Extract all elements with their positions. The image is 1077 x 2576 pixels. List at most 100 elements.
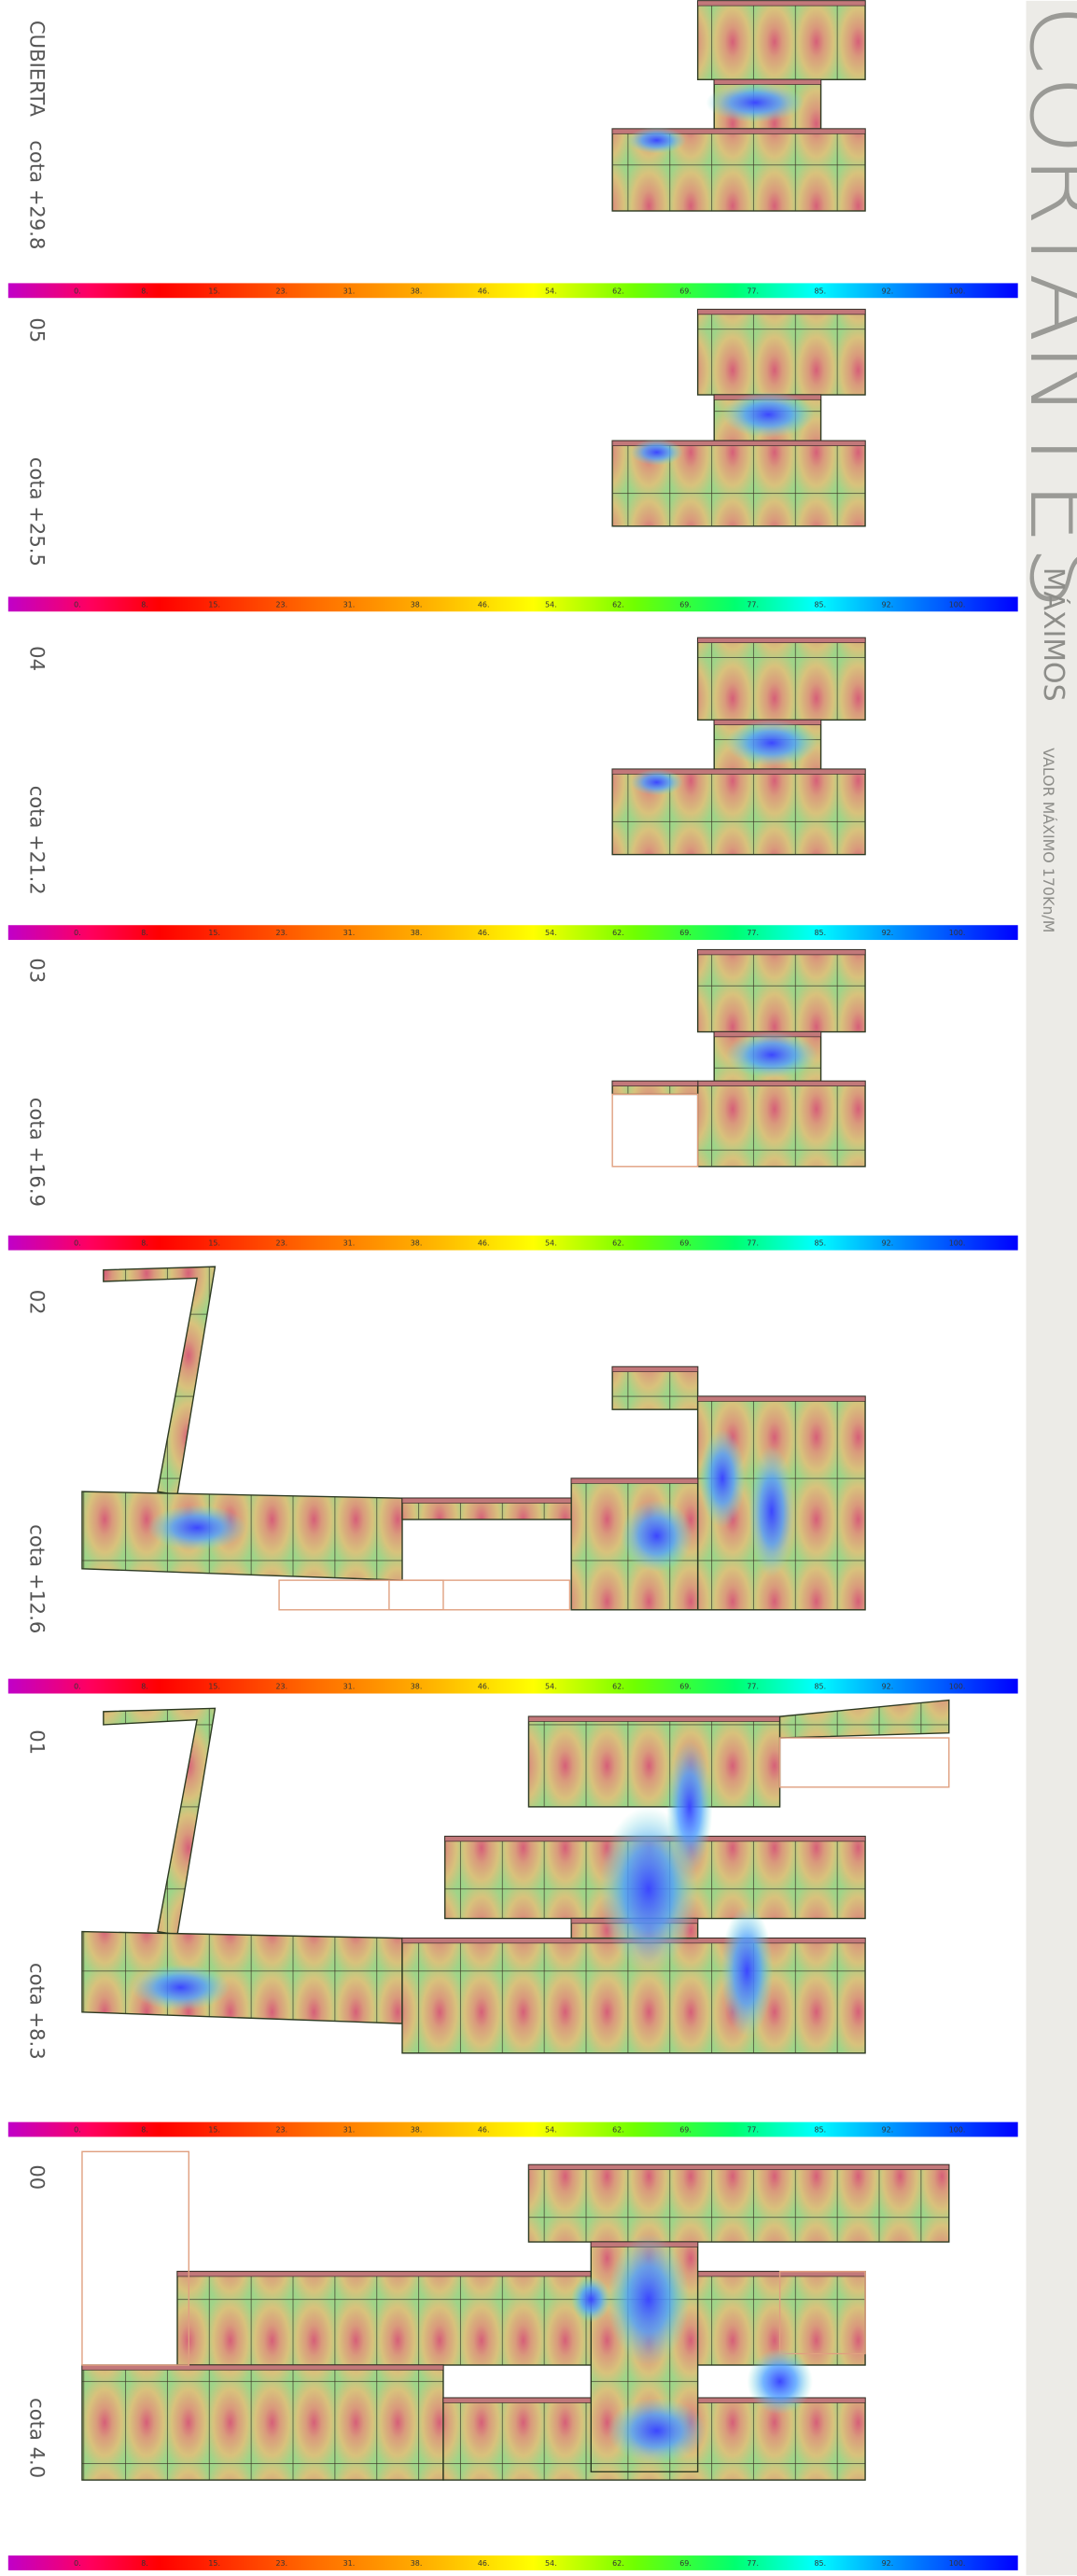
shear-peak xyxy=(631,440,683,466)
scale-label: 62. xyxy=(612,1683,624,1691)
sheet-subtitle: MÁXIMOS xyxy=(1037,567,1070,702)
shear-peak xyxy=(608,2233,690,2365)
scale-label: 8. xyxy=(141,1239,148,1248)
slab-edge xyxy=(698,950,865,955)
scale-label: 69. xyxy=(679,2126,692,2135)
level-number: 05 xyxy=(26,317,49,343)
sheet-title: CORTANTES xyxy=(1007,4,1077,609)
scale-label: 31. xyxy=(343,1239,356,1248)
scale-label: 100. xyxy=(949,929,966,937)
shear-peak xyxy=(748,1446,794,1577)
floor-slab xyxy=(698,637,865,720)
level-number: 01 xyxy=(26,1729,49,1755)
level-elevation: cota +21.2 xyxy=(26,786,49,895)
scale-label: 85. xyxy=(815,287,827,295)
level-elevation: cota +16.9 xyxy=(26,1098,49,1207)
shear-peak xyxy=(631,769,683,795)
scale-label: 85. xyxy=(815,1683,827,1691)
scale-label: 62. xyxy=(612,2126,624,2135)
level-elevation: cota +29.8 xyxy=(26,140,49,249)
slab-edge xyxy=(528,1716,779,1721)
shear-peak xyxy=(627,127,686,153)
scale-label: 8. xyxy=(141,600,148,609)
color-scale xyxy=(8,925,1018,940)
scale-label: 38. xyxy=(411,600,423,609)
level-elevation: cota +25.5 xyxy=(26,457,49,567)
level-elevation: cota +8.3 xyxy=(26,1963,49,2060)
level-elevation: cota 4.0 xyxy=(26,2398,49,2478)
scale-label: 92. xyxy=(882,287,894,295)
floor-slab xyxy=(82,2365,443,2480)
scale-label: 85. xyxy=(815,2559,827,2568)
scale-label: 77. xyxy=(747,929,759,937)
scale-label: 92. xyxy=(882,2126,894,2135)
scale-label: 46. xyxy=(478,929,490,937)
slab-edge xyxy=(612,1366,697,1371)
scale-label: 92. xyxy=(882,1683,894,1691)
scale-label: 92. xyxy=(882,600,894,609)
scale-label: 62. xyxy=(612,600,624,609)
scale-label: 77. xyxy=(747,2559,759,2568)
scale-label: 38. xyxy=(411,287,423,295)
scale-label: 15. xyxy=(208,929,220,937)
level-number: 03 xyxy=(26,958,49,983)
scale-label: 23. xyxy=(276,1239,288,1248)
floor-slab xyxy=(82,1932,402,2024)
scale-label: 69. xyxy=(679,1239,692,1248)
scale-label: 0. xyxy=(74,1683,81,1691)
scale-label: 31. xyxy=(343,287,356,295)
floor-slab xyxy=(612,1366,697,1409)
scale-label: 46. xyxy=(478,600,490,609)
slab-edge xyxy=(698,310,865,315)
scale-label: 23. xyxy=(276,600,288,609)
scale-label: 100. xyxy=(949,287,966,295)
shear-peak xyxy=(726,720,818,765)
scale-label: 62. xyxy=(612,929,624,937)
scale-label: 31. xyxy=(343,2126,356,2135)
scale-label: 85. xyxy=(815,929,827,937)
scale-label: 23. xyxy=(276,929,288,937)
shear-peak xyxy=(132,1965,231,2010)
scale-label: 77. xyxy=(747,287,759,295)
scale-label: 38. xyxy=(411,2559,423,2568)
slab-edge xyxy=(177,2272,865,2276)
shear-peak xyxy=(747,2348,812,2414)
scale-label: 69. xyxy=(679,2559,692,2568)
scale-label: 46. xyxy=(478,1239,490,1248)
scale-label: 8. xyxy=(141,1683,148,1691)
slab-outline xyxy=(82,2151,189,2365)
scale-label: 46. xyxy=(478,2559,490,2568)
scale-label: 15. xyxy=(208,2126,220,2135)
color-scale xyxy=(8,2122,1018,2137)
color-scale xyxy=(8,1679,1018,1694)
scale-label: 15. xyxy=(208,287,220,295)
shear-peak xyxy=(621,1500,692,1572)
floor-slab xyxy=(698,310,865,395)
level-elevation: cota +12.6 xyxy=(26,1524,49,1633)
scale-label: 69. xyxy=(679,1683,692,1691)
color-scale xyxy=(8,2555,1018,2570)
scale-label: 100. xyxy=(949,2126,966,2135)
slab-outline xyxy=(389,1580,570,1610)
slab-outline xyxy=(612,1094,697,1166)
scale-label: 15. xyxy=(208,1239,220,1248)
sheet-note: VALOR MÁXIMO 170Kn/M xyxy=(1040,748,1057,932)
slab-outline xyxy=(780,1738,949,1787)
scale-label: 85. xyxy=(815,600,827,609)
slab-outline xyxy=(279,1580,443,1610)
floor-slab xyxy=(528,2164,948,2242)
scale-label: 38. xyxy=(411,1239,423,1248)
scale-label: 15. xyxy=(208,1683,220,1691)
level-number: 02 xyxy=(26,1290,49,1315)
floor-slab xyxy=(104,1267,216,1495)
scale-label: 31. xyxy=(343,2559,356,2568)
scale-label: 85. xyxy=(815,2126,827,2135)
floor-slab xyxy=(698,950,865,1032)
shear-peak xyxy=(147,1505,246,1550)
slab-edge xyxy=(698,1396,865,1401)
scale-label: 92. xyxy=(882,1239,894,1248)
floor-slab xyxy=(177,2272,865,2365)
slab-edge xyxy=(698,1,865,6)
scale-label: 77. xyxy=(747,2126,759,2135)
scale-label: 15. xyxy=(208,2559,220,2568)
